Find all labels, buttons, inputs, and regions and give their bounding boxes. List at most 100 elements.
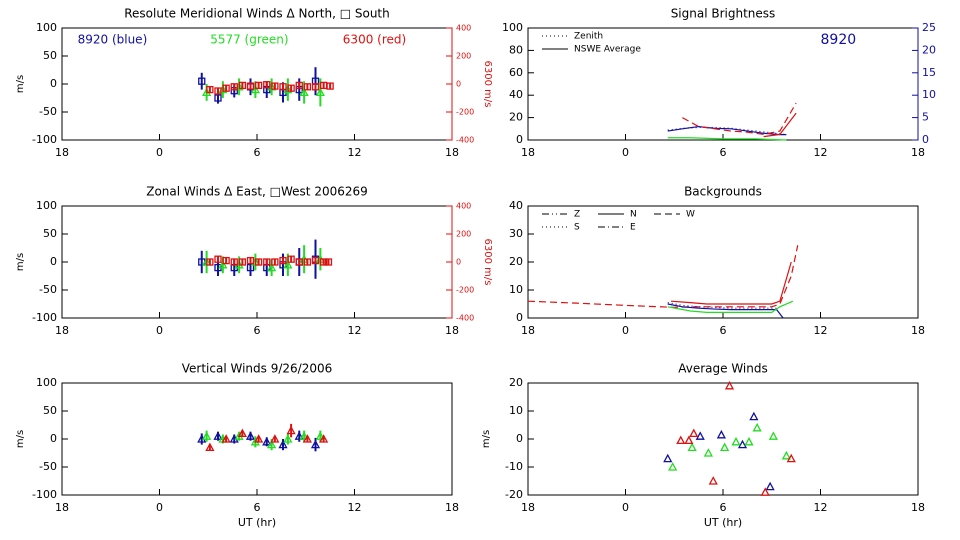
y2-axis-label: 6300 m/s — [482, 239, 493, 286]
x-axis-label: UT (hr) — [238, 516, 276, 529]
marker — [214, 87, 222, 95]
legend-label: E — [630, 223, 636, 233]
marker — [731, 436, 741, 446]
x-tick-label: 18 — [55, 501, 69, 514]
y-tick-label: 20 — [509, 111, 523, 124]
marker — [206, 258, 214, 266]
y-tick-label: 0 — [50, 255, 57, 268]
y-tick-label: 100 — [36, 199, 57, 212]
y2-tick-label: 20 — [922, 43, 936, 56]
marker — [737, 439, 748, 449]
line — [667, 126, 787, 136]
marker — [270, 434, 280, 443]
marker — [311, 83, 320, 91]
marker — [254, 258, 263, 266]
marker — [271, 258, 279, 266]
line — [667, 137, 787, 141]
x-tick-label: 18 — [911, 501, 925, 514]
line — [667, 303, 784, 319]
marker — [752, 422, 762, 432]
y2-tick-label: 0 — [456, 258, 461, 267]
annotation: 5577 (green) — [210, 33, 288, 47]
marker — [237, 428, 247, 438]
marker — [230, 83, 238, 91]
marker — [684, 435, 694, 445]
marker — [303, 83, 312, 91]
y2-tick-label: 15 — [922, 66, 936, 79]
marker — [246, 256, 255, 265]
x-tick-label: 18 — [55, 324, 69, 337]
y-tick-label: -100 — [32, 488, 57, 501]
marker — [768, 431, 778, 440]
marker — [254, 81, 263, 90]
x-tick-label: 6 — [720, 324, 727, 337]
x-tick-label: 0 — [156, 324, 163, 337]
y-tick-label: 30 — [509, 227, 523, 240]
chart-title: Average Winds — [678, 362, 768, 376]
marker — [278, 439, 288, 449]
marker — [724, 380, 735, 390]
marker — [703, 448, 713, 457]
y2-tick-label: 400 — [456, 202, 471, 211]
y-tick-label: 20 — [509, 255, 523, 268]
marker — [218, 259, 228, 269]
marker — [749, 411, 759, 421]
x-tick-label: 18 — [521, 501, 535, 514]
marker — [689, 428, 699, 438]
y-tick-label: 40 — [509, 88, 523, 101]
legend-label: Z — [574, 210, 580, 220]
y2-tick-label: 5 — [922, 111, 929, 124]
x-tick-label: 18 — [445, 501, 459, 514]
y2-tick-label: 25 — [922, 21, 936, 34]
marker — [695, 431, 705, 440]
y-tick-label: -100 — [32, 133, 57, 146]
marker — [720, 442, 730, 452]
x-tick-label: 6 — [254, 501, 261, 514]
y-tick-label: 60 — [509, 66, 523, 79]
x-tick-label: 18 — [911, 324, 925, 337]
marker — [238, 258, 247, 266]
y-tick-label: -50 — [39, 283, 57, 296]
line — [670, 261, 792, 305]
annotation: 6300 (red) — [343, 33, 406, 47]
x-tick-label: 0 — [156, 146, 163, 159]
x-tick-label: 18 — [55, 146, 69, 159]
marker — [279, 83, 287, 91]
marker — [263, 81, 271, 89]
y2-axis-label: 6300 m/s — [482, 61, 493, 108]
y2-tick-label: 200 — [456, 230, 471, 239]
x-tick-label: 6 — [720, 146, 727, 159]
chart-title: Vertical Winds 9/26/2006 — [182, 362, 333, 376]
marker — [283, 434, 293, 443]
chart-title: Zonal Winds Δ East, □West 2006269 — [146, 185, 368, 199]
marker — [326, 82, 334, 90]
y-tick-label: 50 — [43, 227, 57, 240]
legend-label: Zenith — [574, 32, 603, 42]
legend-label: N — [630, 210, 637, 220]
marker — [205, 442, 215, 452]
marker — [786, 453, 796, 463]
x-tick-label: 18 — [445, 146, 459, 159]
annotation: 8920 (blue) — [78, 33, 148, 47]
y-axis-label: m/s — [15, 253, 26, 271]
marker — [254, 434, 264, 443]
marker — [310, 439, 321, 449]
marker — [315, 431, 325, 440]
y-tick-label: 0 — [516, 133, 523, 146]
chart-title: Resolute Meridional Winds Δ North, □ Sou… — [124, 7, 390, 21]
marker — [781, 450, 791, 460]
marker — [213, 431, 223, 440]
x-tick-label: 18 — [445, 324, 459, 337]
y-axis-label: m/s — [481, 430, 492, 448]
marker — [222, 256, 230, 265]
x-tick-label: 6 — [720, 501, 727, 514]
y-tick-label: 100 — [502, 21, 523, 34]
x-tick-label: 12 — [814, 324, 828, 337]
x-tick-label: 18 — [521, 324, 535, 337]
x-tick-label: 6 — [254, 324, 261, 337]
marker — [267, 439, 277, 449]
marker — [230, 258, 238, 266]
marker — [287, 255, 295, 263]
y-tick-label: 100 — [36, 376, 57, 389]
